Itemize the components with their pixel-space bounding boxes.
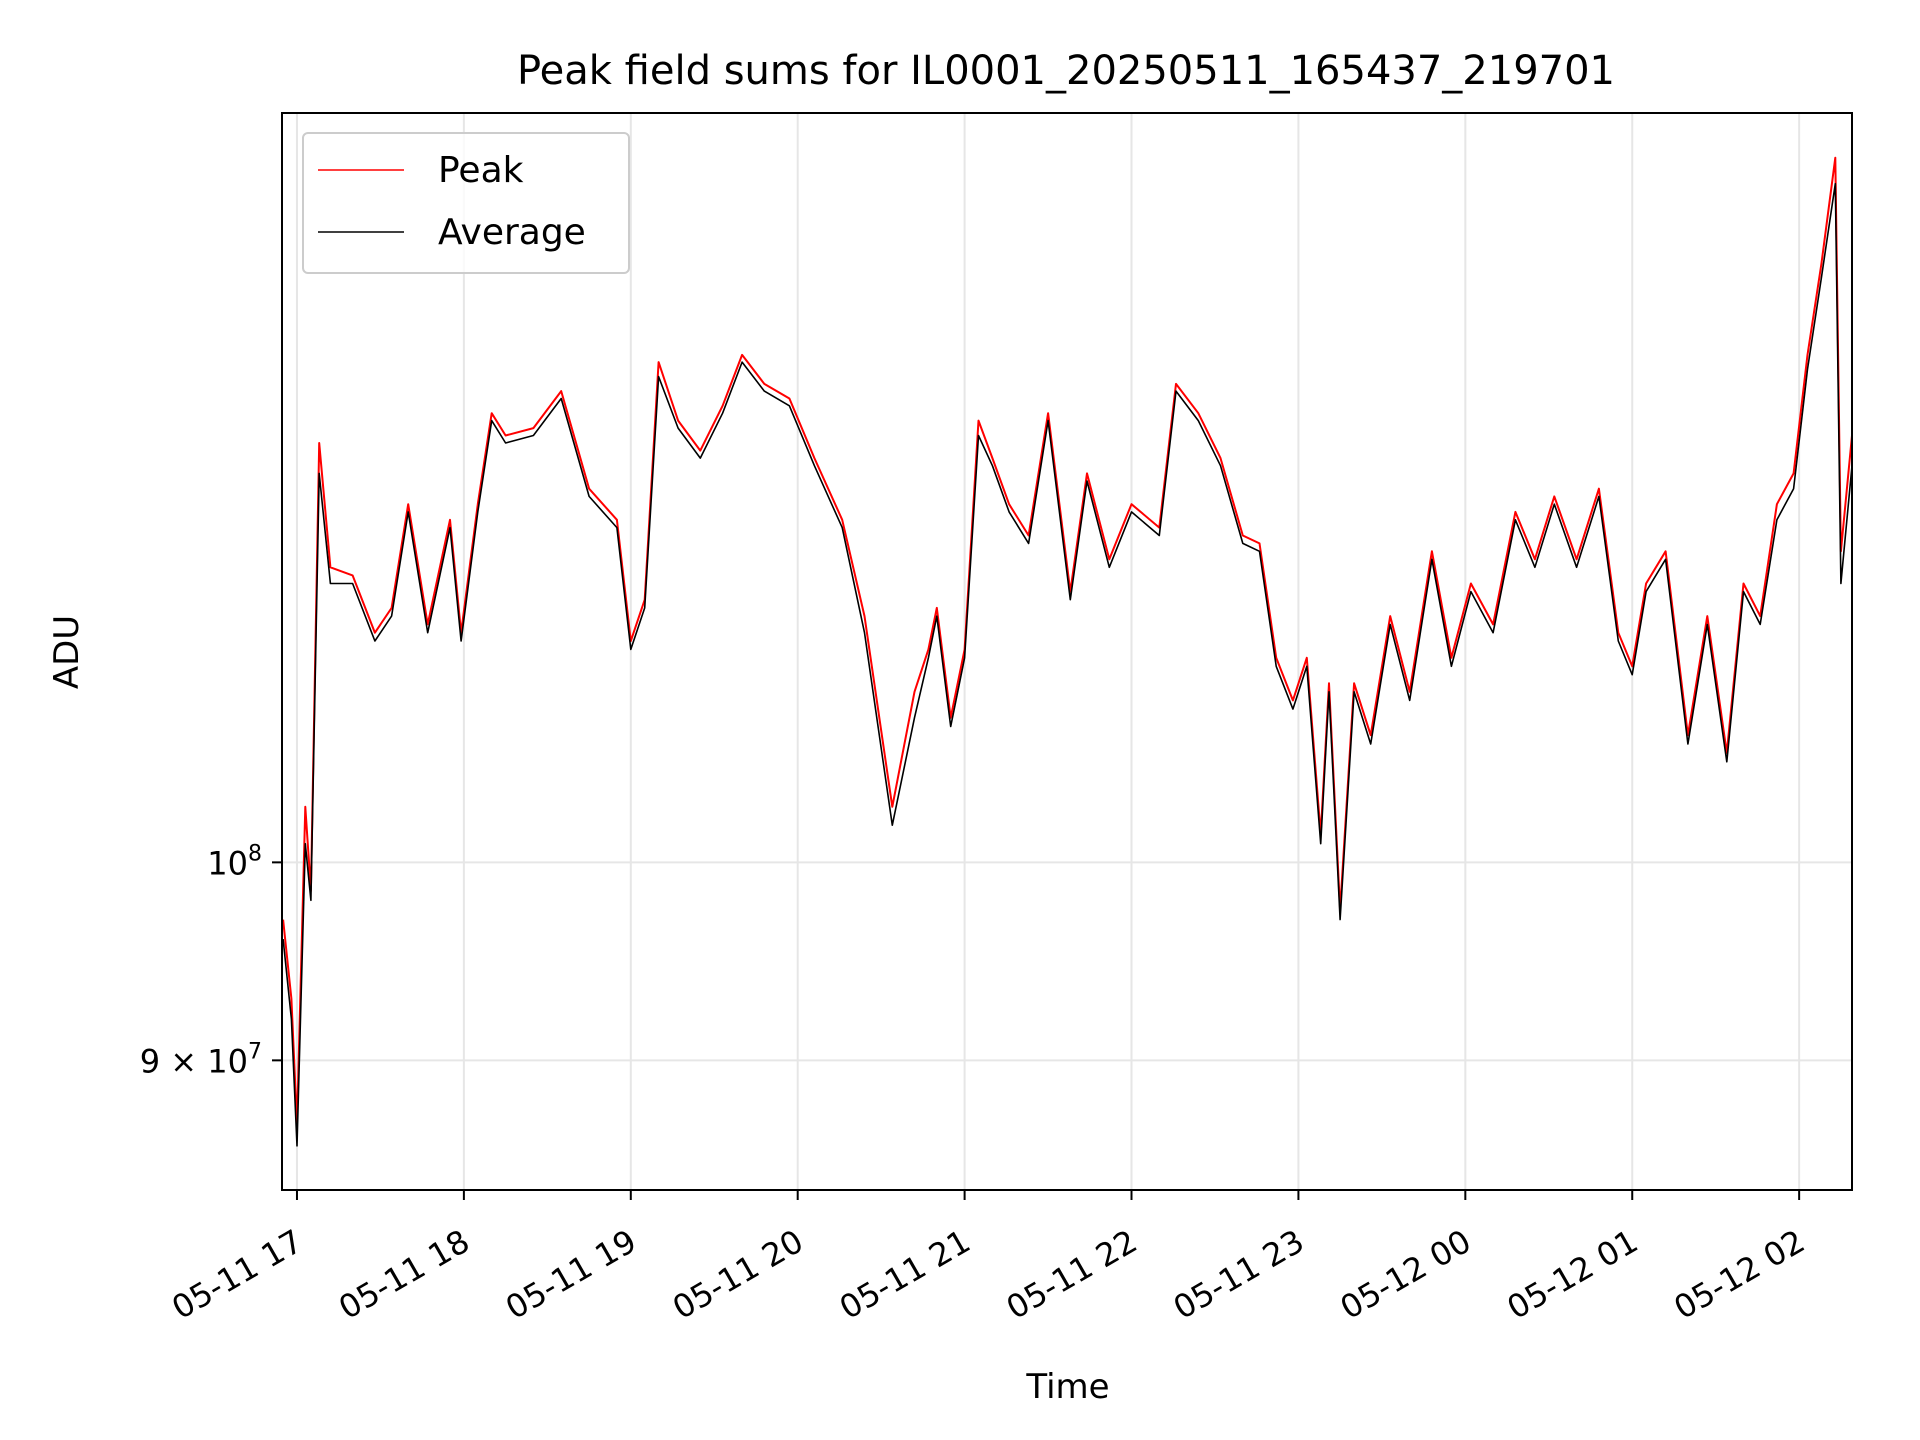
y-axis-label: ADU [47,615,87,689]
x-axis-label: Time [1025,1367,1109,1407]
grid [282,113,1852,1190]
y-axis: 9 × 107 108 [140,841,282,1080]
y-tick-label: 9 × 107 [140,1039,262,1080]
plot-frame [281,112,1853,1191]
legend-label-average: Average [438,212,586,253]
series-layer [282,156,1853,1147]
legend: Peak Average [302,132,630,274]
series-line-average [282,182,1853,1147]
chart-title: Peak field sums for IL0001_20250511_1654… [517,48,1615,94]
legend-box [302,132,630,274]
y-tick-label: 108 [207,841,262,882]
series-line-peak [282,156,1853,1126]
legend-label-peak: Peak [438,150,524,191]
